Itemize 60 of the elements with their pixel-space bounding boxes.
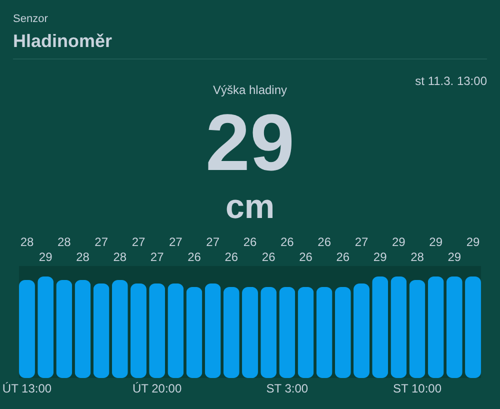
data-label: 28 (113, 250, 127, 264)
bar (279, 287, 296, 378)
data-label: 27 (354, 235, 368, 249)
data-label: 29 (448, 250, 462, 264)
bar (93, 284, 110, 378)
data-label: 28 (20, 235, 34, 249)
text: Senzor (13, 13, 48, 25)
data-label: 29 (392, 235, 406, 249)
data-label: 27 (94, 235, 108, 249)
data-label: 28 (57, 235, 72, 249)
bar (38, 276, 54, 378)
data-label: 28 (410, 250, 424, 264)
bar (168, 284, 184, 378)
bar (354, 284, 370, 378)
x-tick-label: ST 10:00 (393, 382, 442, 396)
bar (204, 284, 221, 378)
data-label: 26 (262, 250, 276, 264)
data-label: 27 (132, 235, 146, 249)
bar (428, 276, 444, 378)
bar (149, 284, 166, 378)
bar (130, 284, 146, 378)
bar (446, 276, 462, 378)
bar (19, 280, 35, 378)
x-tick-label: ÚT 20:00 (132, 382, 182, 396)
bar (298, 287, 314, 378)
bar (409, 280, 426, 378)
data-label: 27 (206, 235, 220, 249)
text: st 11.3. 13:00 (415, 74, 488, 88)
data-label: 26 (280, 235, 294, 249)
data-label: 26 (188, 250, 202, 264)
x-tick-label: ÚT 13:00 (2, 382, 52, 396)
data-label: 26 (336, 250, 350, 264)
data-label: 29 (429, 235, 443, 249)
data-label: 26 (243, 235, 257, 249)
bar (242, 287, 258, 378)
data-label: 26 (224, 250, 238, 264)
bar (334, 287, 351, 378)
bar (56, 280, 72, 378)
bar (465, 276, 481, 378)
bar (260, 287, 277, 378)
chart-title: Výška hladiny (212, 83, 288, 97)
bar (74, 280, 91, 378)
text: 29 (206, 98, 294, 187)
data-label: 27 (168, 235, 183, 249)
bar (223, 287, 240, 378)
data-label: 29 (466, 235, 480, 249)
bar (372, 276, 388, 378)
bar (112, 280, 128, 378)
bar (390, 276, 407, 378)
x-tick-label: ST 3:00 (266, 382, 308, 396)
data-label: 28 (76, 250, 90, 264)
bar (316, 287, 332, 378)
text: Hladinoměr (13, 31, 112, 51)
text: cm (225, 188, 275, 226)
bar (186, 287, 202, 378)
data-label: 27 (150, 250, 164, 264)
data-label: 26 (318, 235, 332, 249)
data-label: 26 (299, 250, 313, 264)
data-label: 29 (373, 250, 388, 264)
data-label: 29 (38, 250, 53, 264)
